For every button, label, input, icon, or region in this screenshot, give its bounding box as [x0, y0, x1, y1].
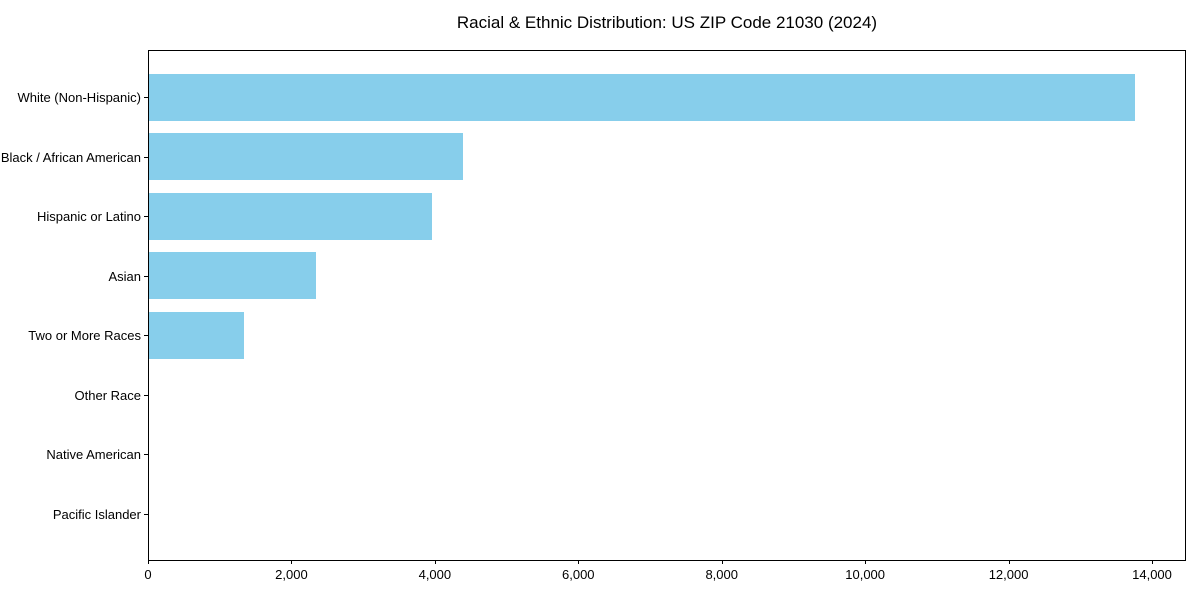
y-tick-mark	[144, 394, 148, 396]
y-tick-mark	[144, 454, 148, 456]
y-tick-label-asian: Asian	[108, 268, 141, 284]
bar-asian	[149, 252, 316, 300]
bar-white-non-hispanic	[149, 73, 1135, 121]
x-tick-label-12000: 12,000	[988, 567, 1029, 582]
y-axis-category-labels: White (Non-Hispanic) Black / African Amer…	[0, 50, 141, 561]
x-tick-mark	[865, 560, 867, 564]
y-tick-mark	[144, 156, 148, 158]
y-tick-mark	[144, 97, 148, 98]
x-tick-mark	[291, 560, 293, 564]
x-tick-label-10000: 10,000	[845, 567, 886, 582]
chart-title: Racial & Ethnic Distribution: US ZIP Cod…	[456, 13, 878, 32]
y-tick-label-black-african-american: Black / African American	[0, 149, 141, 165]
x-tick-label-2000: 2,000	[275, 567, 308, 582]
x-tick-label-6000: 6,000	[562, 567, 595, 582]
y-tick-label-native-american: Native American	[46, 447, 141, 463]
x-tick-label-4000: 4,000	[418, 567, 452, 582]
y-tick-label-other-race: Other Race	[74, 387, 141, 403]
x-tick-mark	[1152, 560, 1153, 564]
x-tick-label-0: 0	[144, 567, 152, 582]
x-tick-label-14000: 14,000	[1132, 567, 1172, 582]
y-tick-mark	[144, 216, 148, 218]
y-tick-label-hispanic-or-latino: Hispanic or Latino	[36, 209, 141, 225]
bar-hispanic-or-latino	[149, 192, 432, 240]
y-tick-mark	[144, 275, 148, 277]
bar-black-african-american	[149, 133, 463, 181]
y-tick-label-pacific-islander: Pacific Islander	[52, 507, 141, 522]
x-tick-mark	[434, 560, 436, 564]
x-tick-label-8000: 8,000	[705, 567, 738, 582]
y-tick-label-two-or-more-races: Two or More Races	[28, 328, 141, 344]
y-tick-mark	[144, 335, 148, 337]
x-tick-mark	[148, 560, 149, 564]
plot-area	[148, 50, 1186, 561]
x-tick-mark	[578, 560, 580, 564]
bar-two-or-more-races	[149, 311, 244, 359]
x-tick-mark	[1008, 560, 1010, 564]
x-tick-mark	[721, 560, 723, 564]
y-tick-label-white-non-hispanic: White (Non-Hispanic)	[17, 90, 141, 105]
y-tick-mark	[144, 514, 148, 515]
